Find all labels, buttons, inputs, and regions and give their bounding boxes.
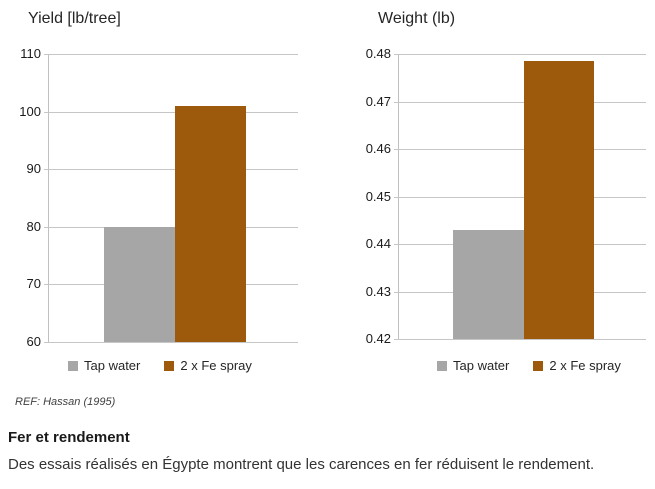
gridline	[394, 149, 646, 150]
y-axis-tick-label: 0.47	[365, 93, 391, 109]
chart-title: Weight (lb)	[378, 10, 456, 27]
legend-label: 2 x Fe spray	[549, 358, 621, 373]
plot-area: 0.48 0.47 0.46 0.45 0.44 0.43 0.42	[366, 46, 646, 346]
legend-label: 2 x Fe spray	[180, 358, 252, 373]
y-axis-tick-label: 90	[26, 161, 41, 177]
y-axis-tick-label: 0.46	[365, 141, 391, 156]
gridline	[394, 101, 646, 103]
legend-label: Tap water	[84, 358, 141, 373]
gridline	[44, 169, 298, 171]
gridline	[394, 54, 646, 55]
y-axis-tick-label: 0.45	[365, 188, 391, 204]
y-axis-tick-label: 100	[19, 103, 41, 119]
reference-note: REF: Hassan (1995)	[15, 396, 116, 408]
y-axis-tick-label: 0.43	[365, 283, 391, 299]
legend: Tap water 2 x Fe spray	[437, 358, 621, 373]
legend-swatch-icon	[164, 360, 175, 371]
legend-item: 2 x Fe spray	[533, 358, 621, 373]
gridline	[394, 196, 646, 198]
legend-swatch-icon	[533, 360, 544, 371]
legend-swatch-icon	[68, 360, 78, 371]
y-axis-tick-label: 110	[20, 46, 41, 61]
y-axis-tick-label: 0.48	[365, 46, 391, 61]
yield-chart: Yield [lb/tree] 110 100 90 80 70 60 Tap water…	[0, 0, 330, 392]
gridline	[44, 111, 298, 113]
y-axis-tick-label: 60	[26, 334, 41, 349]
chart-title: Yield [lb/tree]	[28, 10, 121, 27]
gridline	[394, 339, 646, 340]
legend-swatch-icon	[437, 360, 447, 371]
caption-heading: Fer et rendement	[8, 429, 130, 446]
y-axis-tick-label: 0.44	[365, 236, 391, 251]
gridline	[44, 54, 298, 55]
y-axis-tick-label: 0.42	[365, 331, 391, 346]
legend-label: Tap water	[453, 358, 510, 373]
bar-tap-water	[103, 226, 175, 342]
caption-body: Des essais réalisés en Égypte montrent q…	[8, 456, 595, 473]
legend: Tap water 2 x Fe spray	[68, 358, 252, 373]
plot-area: 110 100 90 80 70 60	[19, 46, 298, 349]
y-axis-tick-label: 80	[26, 218, 41, 234]
bar-2-x-fe-spray	[174, 105, 246, 342]
legend-item: Tap water	[437, 358, 509, 373]
y-axis-tick-label: 70	[26, 276, 41, 292]
legend-item: 2 x Fe spray	[164, 358, 252, 373]
bar-2-x-fe-spray	[523, 61, 595, 339]
legend-item: Tap water	[68, 358, 140, 373]
bar-tap-water	[453, 229, 524, 339]
gridline	[44, 342, 298, 343]
weight-chart: Weight (lb) 0.48 0.47 0.46 0.45 0.44 0.43 0.42…	[330, 0, 655, 392]
